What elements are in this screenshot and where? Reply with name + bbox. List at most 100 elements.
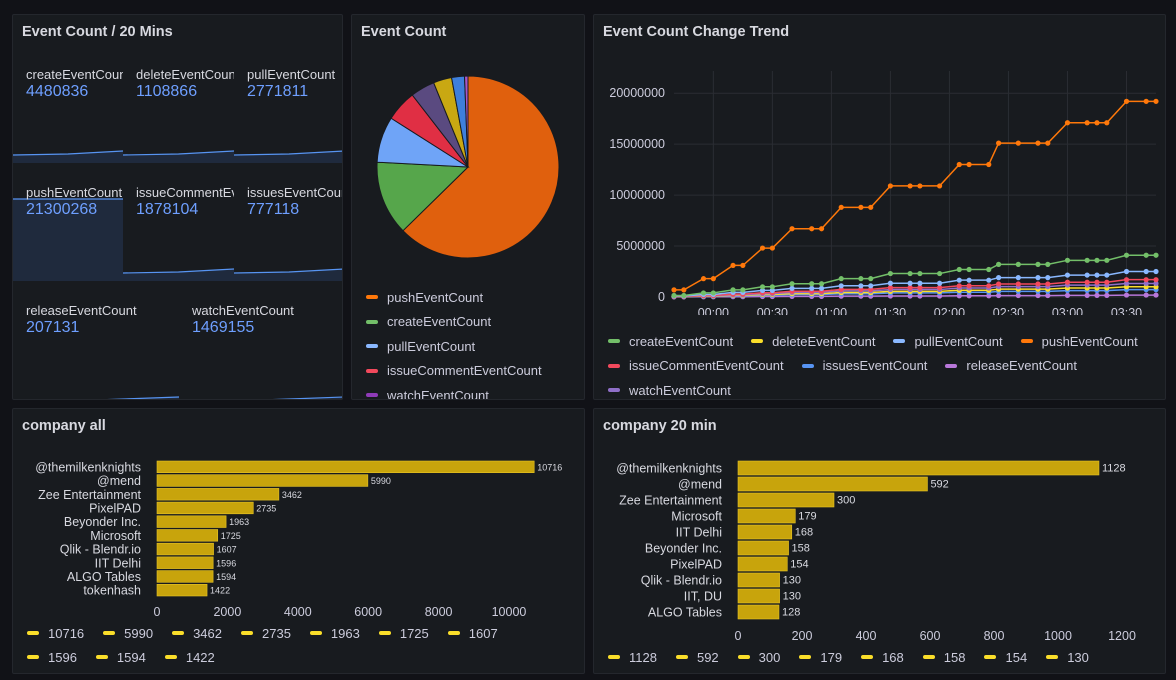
data-point bbox=[1104, 279, 1110, 285]
x-tick-label: 00:00 bbox=[698, 306, 729, 315]
legend-item[interactable]: watchEventCount bbox=[366, 383, 542, 399]
legend-swatch-icon bbox=[608, 655, 620, 659]
company-20-panel: company 20 min @themilkenknights 1128 @men… bbox=[593, 408, 1166, 674]
legend-item[interactable]: pushEventCount bbox=[366, 285, 542, 310]
pie-panel: Event Count pushEventCount createEventCou… bbox=[351, 14, 585, 400]
category-label: IIT Delhi bbox=[95, 556, 141, 570]
legend-item[interactable]: 130 bbox=[608, 669, 651, 673]
panel-title[interactable]: company 20 min bbox=[603, 418, 717, 434]
legend-label: 1607 bbox=[468, 625, 498, 641]
x-tick-label: 03:30 bbox=[1111, 306, 1142, 315]
legend-item[interactable]: deleteEventCount bbox=[751, 329, 875, 354]
legend-item[interactable]: watchEventCount bbox=[608, 378, 731, 399]
legend-swatch-icon bbox=[751, 339, 764, 344]
legend-item[interactable]: issueCommentEventCount bbox=[366, 359, 542, 384]
data-point bbox=[996, 292, 1002, 299]
panel-title[interactable]: company all bbox=[22, 418, 106, 434]
legend-item[interactable]: 154 bbox=[984, 645, 1027, 669]
legend-item[interactable]: pullEventCount bbox=[893, 329, 1003, 354]
legend-item[interactable]: 168 bbox=[861, 645, 904, 669]
stat-pushEventCount[interactable]: pushEventCount 21300268 bbox=[13, 171, 123, 281]
sparkline-area bbox=[234, 151, 342, 163]
legend-item[interactable]: 1422 bbox=[164, 645, 215, 669]
legend-item[interactable]: createEventCount bbox=[366, 310, 542, 335]
x-tick-label: 02:00 bbox=[934, 306, 965, 315]
data-point bbox=[966, 161, 972, 168]
legend-item[interactable]: pullEventCount bbox=[366, 334, 542, 359]
legend-label: pullEventCount bbox=[914, 333, 1003, 349]
legend-item[interactable]: 130 bbox=[1046, 645, 1089, 669]
stat-pullEventCount[interactable]: pullEventCount 2771811 bbox=[234, 53, 342, 163]
legend-item[interactable]: 1594 bbox=[95, 645, 146, 669]
legend-item[interactable]: 1963 bbox=[309, 621, 360, 645]
legend-item[interactable]: issueCommentEventCount bbox=[608, 354, 784, 379]
data-point bbox=[966, 277, 972, 283]
y-tick-label: 5000000 bbox=[616, 239, 665, 253]
pie-chart[interactable] bbox=[352, 55, 584, 305]
sparkline-line bbox=[234, 268, 342, 274]
legend-item[interactable]: 1725 bbox=[378, 621, 429, 645]
legend-item[interactable]: 592 bbox=[675, 645, 719, 669]
legend-item[interactable]: 3462 bbox=[172, 621, 222, 645]
stat-issueCommentEventCount[interactable]: issueCommentEventCount1878104 bbox=[123, 171, 234, 281]
category-label: @mend bbox=[678, 478, 722, 492]
legend-swatch-icon bbox=[893, 339, 906, 344]
legend-label: 10716 bbox=[48, 625, 85, 641]
pie-slice-createEventCount bbox=[376, 161, 470, 232]
stat-watchEventCount[interactable]: watchEventCount 1469155 bbox=[179, 289, 342, 399]
stat-createEventCount[interactable]: createEventCount 4480836 bbox=[13, 53, 123, 163]
legend-item[interactable]: 1607 bbox=[447, 621, 498, 645]
legend-item[interactable]: 10716 bbox=[27, 621, 84, 645]
x-tick-label: 1000 bbox=[1044, 629, 1072, 643]
data-point bbox=[868, 276, 874, 282]
legend-item[interactable]: 300 bbox=[737, 645, 780, 669]
data-point bbox=[1094, 257, 1100, 263]
bar bbox=[737, 508, 796, 524]
legend-item[interactable]: 1128 bbox=[608, 645, 657, 669]
bar-chart[interactable]: @themilkenknights 10716 @mend 5990 Zee Enter… bbox=[13, 409, 584, 624]
stat-releaseEventCount[interactable]: releaseEventCount 207131 bbox=[13, 289, 179, 399]
panel-title[interactable]: Event Count Change Trend bbox=[603, 24, 790, 40]
bar-chart[interactable]: @themilkenknights 1128 @mend 592 Zee Enterta… bbox=[594, 409, 1165, 644]
bar-row: IIT, DU 130 bbox=[684, 588, 801, 604]
data-point bbox=[1123, 252, 1130, 258]
bar bbox=[156, 529, 219, 542]
y-tick-label: 20000000 bbox=[609, 86, 665, 100]
sparkline-area bbox=[13, 151, 123, 163]
stat-value: 21300268 bbox=[26, 201, 98, 218]
legend-item[interactable]: 2735 bbox=[241, 621, 291, 645]
panel-title[interactable]: Event Count / 20 Mins bbox=[22, 24, 173, 40]
bar-row: Zee Entertainment 300 bbox=[619, 492, 855, 508]
line-chart[interactable]: 0 5000000 10000000 15000000 20000000 00:00 00:… bbox=[594, 15, 1165, 315]
bar bbox=[737, 476, 928, 492]
legend-label: 1422 bbox=[185, 649, 215, 665]
legend-item[interactable]: 128 bbox=[670, 669, 713, 673]
legend-item[interactable]: createEventCount bbox=[608, 329, 733, 354]
legend-item[interactable]: issuesEventCount bbox=[801, 354, 927, 379]
sparkline bbox=[272, 396, 342, 399]
data-point bbox=[759, 284, 766, 290]
legend-label: 1963 bbox=[330, 625, 360, 641]
data-point bbox=[1143, 98, 1149, 104]
legend-item[interactable]: 179 bbox=[799, 645, 842, 669]
sparkline-line bbox=[123, 150, 234, 156]
bar bbox=[737, 588, 780, 604]
legend-item[interactable]: 1596 bbox=[27, 645, 77, 669]
panel-title[interactable]: Event Count bbox=[361, 24, 447, 40]
bar-legend: 10716 5990 3462 2735 1963 1725 1607 1596 1594 142… bbox=[27, 621, 572, 669]
value-label: 168 bbox=[795, 527, 813, 539]
data-point bbox=[838, 286, 844, 292]
data-point bbox=[818, 281, 825, 287]
trend-panel: Event Count Change Trend 0 5000000 1000000… bbox=[593, 14, 1166, 400]
stat-issuesEventCount[interactable]: issuesEventCount 777118 bbox=[234, 171, 342, 281]
legend-swatch-icon bbox=[608, 388, 620, 393]
bar bbox=[156, 501, 254, 515]
data-point bbox=[681, 287, 687, 293]
legend-item[interactable]: 158 bbox=[922, 645, 965, 669]
stat-deleteEventCount[interactable]: deleteEventCount 1108866 bbox=[123, 53, 234, 163]
legend-item[interactable]: pushEventCount bbox=[1020, 329, 1138, 354]
stat-label: pushEventCount bbox=[26, 185, 123, 200]
legend-item[interactable]: releaseEventCount bbox=[945, 354, 1077, 379]
legend-item[interactable]: 5990 bbox=[103, 621, 153, 645]
data-point bbox=[1084, 292, 1090, 298]
